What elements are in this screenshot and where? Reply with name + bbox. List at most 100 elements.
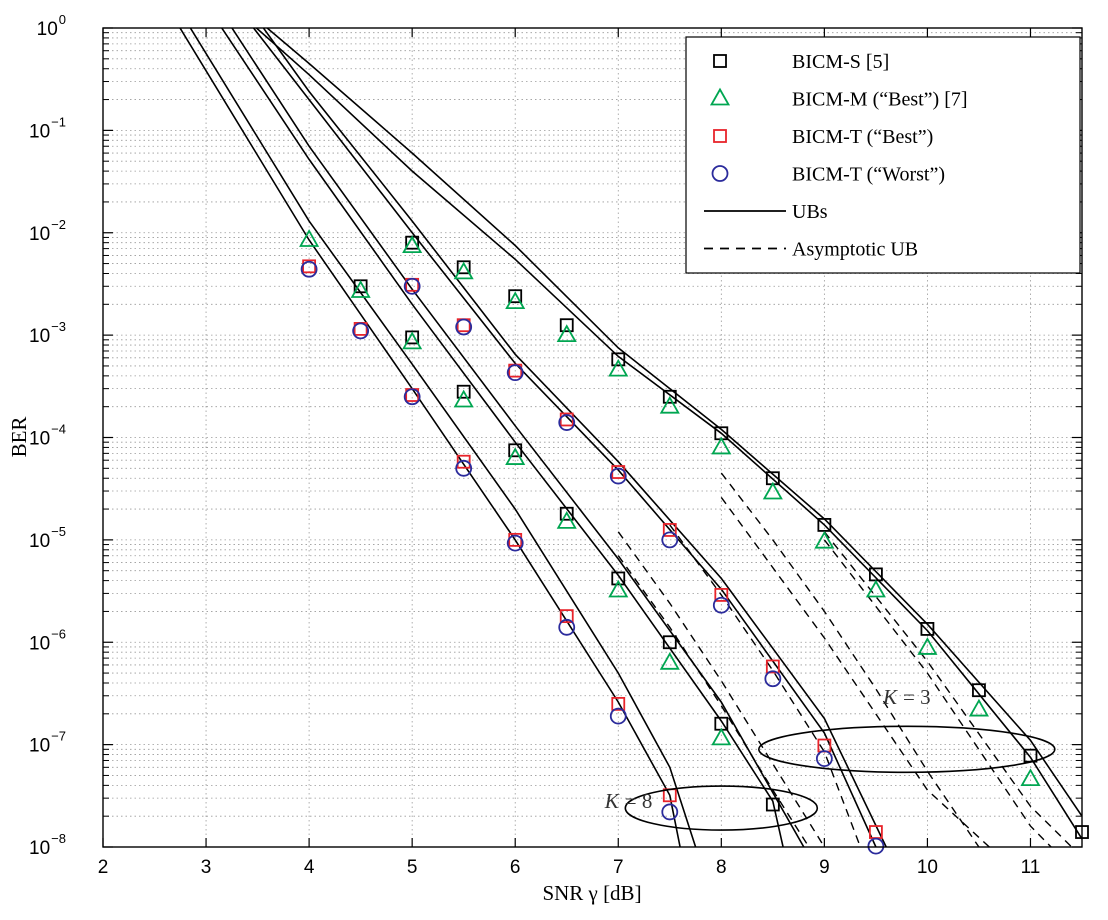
marker-bicm-m-best-7 (608, 358, 629, 377)
marker-bicm-t-worst (506, 364, 524, 382)
marker-bicm-m-best-7 (505, 447, 526, 465)
legend-label: BICM-M (“Best”) [7] (792, 89, 968, 111)
marker-bicm-m-best-7 (711, 436, 732, 455)
legend-label: BICM-T (“Best”) (792, 126, 933, 148)
asymptotic-ub-curve (823, 531, 1073, 847)
y-tick-label: 10−8 (29, 831, 66, 859)
ub-curve (262, 28, 887, 847)
y-tick-label: 10−5 (29, 524, 66, 552)
marker-bicm-t-worst (764, 670, 782, 688)
marker-bicm-t-best (714, 588, 729, 602)
marker-bicm-m-best-7 (505, 291, 526, 310)
marker-bicm-t-worst (300, 260, 318, 278)
marker-bicm-t-best (559, 609, 574, 624)
y-tick-label: 100 (37, 12, 66, 40)
marker-bicm-m-best-7 (402, 235, 423, 254)
group-ellipse (758, 725, 1056, 774)
y-tick-exponent: −7 (51, 729, 66, 744)
k-variable: K (882, 685, 898, 709)
legend-label: UBs (792, 201, 828, 223)
marker-bicm-s-5 (662, 389, 677, 404)
marker-bicm-m-best-7 (453, 261, 474, 280)
curves (179, 28, 1082, 847)
marker-bicm-t-worst (558, 618, 576, 636)
legend: BICM-S [5] BICM-M (“Best”) [7] BICM-T (“Be… (685, 36, 1081, 274)
marker-bicm-s-5 (972, 683, 986, 698)
legend-marker-square (713, 54, 727, 68)
marker-bicm-t-worst (352, 322, 370, 340)
y-tick-exponent: −4 (51, 422, 66, 437)
marker-bicm-s-5 (508, 443, 523, 458)
data-markers (299, 229, 1089, 855)
x-tick-label: 2 (98, 857, 109, 878)
x-tick-label: 11 (1021, 857, 1041, 878)
y-axis-label: BER (7, 417, 31, 458)
ub-curve (255, 28, 1082, 840)
x-tick-label: 5 (407, 857, 418, 878)
y-tick-label: 10−1 (29, 114, 66, 142)
marker-bicm-t-best (611, 696, 626, 711)
marker-bicm-m-best-7 (659, 651, 680, 670)
marker-bicm-m-best-7 (814, 530, 835, 549)
marker-bicm-t-worst (506, 534, 524, 552)
marker-bicm-m-best-7 (556, 511, 577, 529)
marker-bicm-t-worst (815, 750, 833, 768)
y-tick-exponent: −6 (51, 626, 66, 641)
marker-bicm-s-5 (405, 330, 420, 345)
marker-bicm-m-best-7 (608, 579, 629, 598)
marker-bicm-s-5 (559, 506, 574, 521)
k-value: = 8 (625, 789, 653, 813)
marker-bicm-s-5 (611, 571, 626, 586)
marker-bicm-m-best-7 (659, 395, 680, 414)
marker-bicm-t-worst (609, 467, 627, 485)
marker-bicm-s-5 (611, 352, 626, 367)
marker-bicm-t-worst (661, 803, 679, 821)
marker-bicm-m-best-7 (968, 698, 989, 717)
marker-bicm-m-best-7 (350, 280, 371, 298)
asymptotic-ub-curve (617, 531, 825, 847)
legend-label: Asymptotic UB (792, 239, 918, 261)
legend-label: BICM-S [5] (792, 51, 889, 73)
x-tick-label: 8 (716, 857, 727, 878)
marker-bicm-t-best (662, 523, 677, 537)
k-variable: K (604, 789, 620, 813)
asymptotic-ub-curve (720, 472, 980, 847)
marker-bicm-s-5 (765, 797, 780, 812)
y-tick-exponent: −2 (51, 217, 66, 232)
y-tick-label: 10−7 (29, 729, 66, 757)
marker-bicm-t-worst (867, 837, 885, 855)
marker-bicm-m-best-7 (453, 389, 474, 408)
annotations: K = 3K = 8 (604, 685, 1056, 831)
group-ellipse (624, 785, 819, 831)
legend-box (685, 36, 1081, 274)
marker-bicm-s-5 (456, 384, 471, 399)
y-tick-label: 10−3 (29, 319, 66, 347)
marker-bicm-t-worst (712, 596, 730, 614)
k-annotation: K = 8 (604, 789, 653, 813)
marker-bicm-s-5 (508, 289, 523, 304)
asymptotic-ub-curve (669, 524, 862, 847)
x-tick-label: 9 (819, 857, 830, 878)
marker-bicm-m-best-7 (1020, 768, 1041, 787)
x-tick-label: 10 (917, 857, 938, 878)
x-tick-label: 6 (510, 857, 521, 878)
y-tick-exponent: −8 (51, 831, 66, 846)
y-tick-exponent: 0 (59, 12, 66, 27)
marker-bicm-t-worst (661, 531, 679, 549)
marker-bicm-m-best-7 (865, 579, 886, 598)
y-tick-label: 10−2 (29, 217, 66, 245)
marker-bicm-s-5 (456, 260, 471, 275)
ub-curve (179, 28, 681, 847)
x-tick-label: 3 (201, 857, 212, 878)
ub-curve (189, 28, 697, 847)
legend-marker-circle (711, 165, 729, 182)
marker-bicm-m-best-7 (711, 727, 732, 746)
x-tick-label: 4 (304, 857, 315, 878)
k-value: = 3 (903, 685, 931, 709)
marker-bicm-t-worst (609, 707, 627, 725)
y-tick-label: 10−4 (29, 422, 66, 450)
asymptotic-ub-curve (823, 539, 1052, 847)
marker-bicm-t-worst (455, 459, 473, 477)
marker-bicm-t-worst (558, 414, 576, 431)
